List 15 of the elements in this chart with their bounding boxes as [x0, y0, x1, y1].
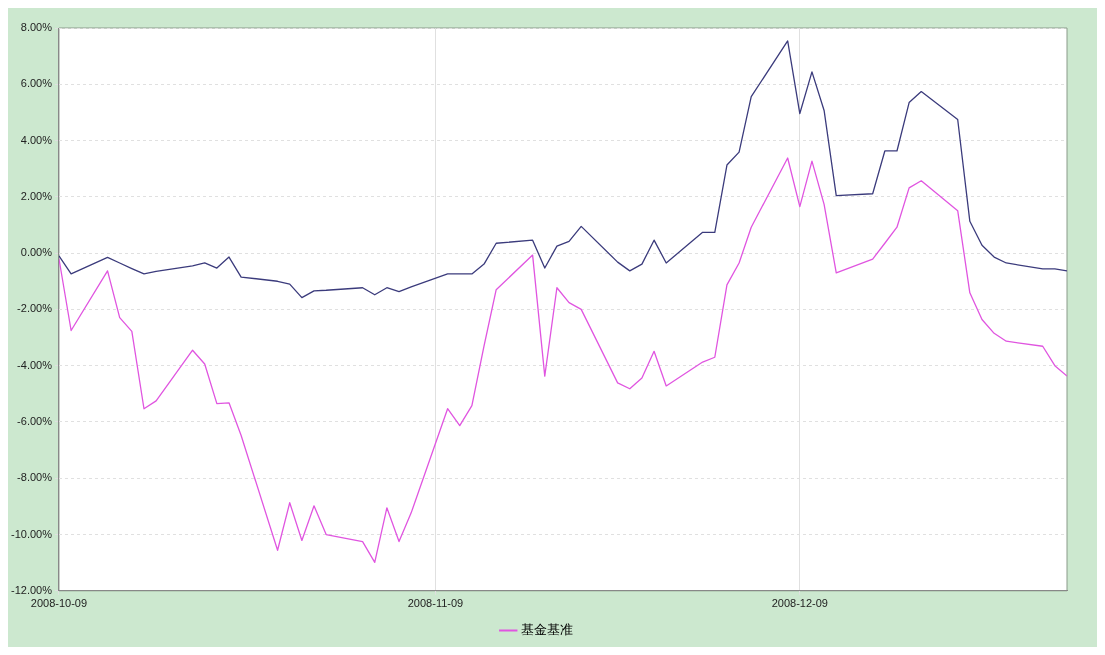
x-tick-label: 2008-10-09 — [30, 597, 88, 610]
y-tick-label: 8.00% — [20, 21, 53, 34]
y-tick-label: 6.00% — [20, 77, 53, 90]
y-tick-label: 0.00% — [20, 246, 53, 259]
y-tick-label: -8.00% — [17, 471, 53, 484]
y-tick-label: -10.00% — [10, 527, 53, 540]
y-tick-label: 2.00% — [20, 189, 53, 202]
legend-label: 基金基准 — [521, 622, 574, 638]
y-tick-label: -12.00% — [10, 583, 53, 596]
y-tick-label: -6.00% — [17, 414, 53, 427]
y-tick-label: 4.00% — [20, 133, 53, 146]
x-tick-label: 2008-12-09 — [771, 597, 828, 610]
y-tick-label: -2.00% — [17, 302, 53, 315]
x-tick-label: 2008-11-09 — [407, 597, 464, 610]
y-tick-label: -4.00% — [17, 358, 53, 371]
